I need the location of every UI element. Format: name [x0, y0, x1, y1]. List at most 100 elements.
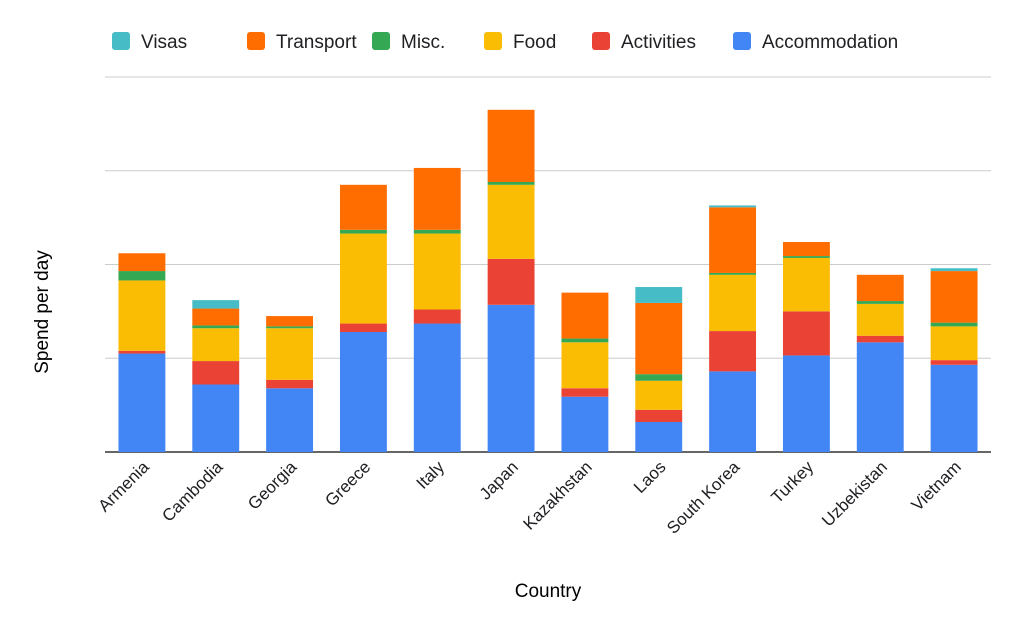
legend-swatch: [484, 32, 502, 50]
legend-label: Transport: [276, 32, 357, 53]
bar-segment-accommodation: [561, 396, 609, 452]
bar-segment-misc: [782, 256, 830, 258]
bar-segment-misc: [118, 271, 166, 281]
bar-segment-transport: [782, 242, 830, 257]
legend-swatch: [592, 32, 610, 50]
x-tick-label: Turkey: [768, 457, 818, 507]
bar-segment-accommodation: [487, 304, 535, 452]
bar-segment-activities: [487, 258, 535, 305]
bar-segment-transport: [930, 271, 978, 323]
bar-segment-transport: [487, 109, 535, 182]
legend-label: Visas: [141, 32, 187, 53]
bar-segment-food: [266, 328, 314, 380]
legend-swatch: [733, 32, 751, 50]
bar-stack-vietnam: [930, 268, 978, 452]
bar-segment-transport: [266, 316, 314, 327]
bar-segment-food: [192, 328, 240, 362]
chart-legend: Visas Transport Misc. Food Activities Accommo…: [112, 32, 898, 53]
bar-stack-kazakhstan: [561, 292, 609, 452]
bar-segment-accommodation: [709, 371, 757, 452]
bar-segment-activities: [635, 409, 683, 422]
bar-segment-activities: [709, 331, 757, 372]
bar-segment-activities: [782, 311, 830, 356]
bar-segment-transport: [856, 274, 904, 302]
bar-segment-visas: [635, 287, 683, 303]
bar-stack-italy: [413, 167, 461, 452]
bar-segment-misc: [561, 338, 609, 343]
bar-segment-food: [782, 257, 830, 312]
x-tick-label: Kazakhstan: [519, 457, 595, 533]
bar-segment-activities: [339, 323, 387, 332]
x-tick-labels: Armenia Cambodia Georgia Greece Italy JapanKa…: [95, 457, 965, 538]
bar-segment-transport: [118, 253, 166, 272]
bar-stack-japan: [487, 109, 535, 452]
bar-segment-transport: [635, 302, 683, 375]
bar-segment-activities: [561, 388, 609, 397]
legend-item-accommodation: Accommodation: [733, 32, 898, 53]
legend-label: Activities: [621, 32, 696, 53]
x-tick-label: Vietnam: [908, 457, 965, 514]
bar-segment-activities: [856, 335, 904, 343]
bar-segment-misc: [487, 182, 535, 185]
bar-segment-food: [856, 303, 904, 336]
bar-segment-misc: [339, 229, 387, 234]
x-tick-label: Cambodia: [158, 457, 227, 526]
bar-segment-misc: [709, 272, 757, 275]
bar-stack-armenia: [118, 253, 166, 452]
bar-segment-accommodation: [413, 323, 461, 452]
x-tick-label: Italy: [413, 457, 449, 493]
bar-segment-misc: [266, 326, 314, 329]
legend-label: Misc.: [401, 32, 445, 53]
legend-swatch: [247, 32, 265, 50]
y-axis-title: Spend per day: [32, 250, 53, 374]
legend-swatch: [372, 32, 390, 50]
bar-segment-visas: [709, 205, 757, 208]
legend-item-visas: Visas: [112, 32, 187, 53]
bar-segment-accommodation: [118, 353, 166, 452]
bar-segment-food: [709, 274, 757, 332]
bar-segment-transport: [709, 207, 757, 273]
legend-item-transport: Transport: [247, 32, 357, 53]
bar-segment-transport: [561, 292, 609, 339]
x-tick-label: Georgia: [244, 457, 301, 514]
bar-segment-transport: [339, 184, 387, 230]
bar-segment-food: [635, 380, 683, 410]
bar-segment-accommodation: [856, 342, 904, 452]
x-axis-title: Country: [515, 581, 582, 602]
bar-segment-activities: [413, 309, 461, 324]
bar-segment-activities: [930, 360, 978, 365]
x-tick-label: Greece: [321, 457, 374, 510]
legend-swatch: [112, 32, 130, 50]
bar-segment-activities: [192, 361, 240, 385]
gridlines: [105, 76, 991, 453]
bar-stack-greece: [339, 184, 387, 452]
bar-stack-uzbekistan: [856, 274, 904, 452]
x-tick-label: Japan: [476, 457, 522, 503]
bar-segment-food: [413, 233, 461, 310]
bar-segment-misc: [856, 301, 904, 304]
bar-segment-food: [339, 233, 387, 324]
bar-segment-activities: [266, 379, 314, 389]
legend-label: Food: [513, 32, 556, 53]
bar-stack-south-korea: [709, 205, 757, 452]
bar-segment-visas: [192, 300, 240, 309]
x-tick-label: South Korea: [663, 457, 744, 538]
bars-group: [118, 109, 978, 452]
bar-segment-misc: [192, 325, 240, 329]
legend-label: Accommodation: [762, 32, 898, 53]
legend-item-activities: Activities: [592, 32, 696, 53]
bar-segment-activities: [118, 350, 166, 354]
bar-segment-accommodation: [782, 355, 830, 452]
bar-segment-food: [118, 280, 166, 351]
bar-stack-georgia: [266, 316, 314, 452]
legend-item-food: Food: [484, 32, 556, 53]
bar-stack-turkey: [782, 242, 830, 452]
bar-segment-accommodation: [192, 384, 240, 452]
bar-segment-misc: [930, 322, 978, 327]
bar-segment-misc: [413, 229, 461, 234]
bar-segment-food: [561, 342, 609, 389]
bar-segment-transport: [413, 167, 461, 230]
bar-stack-cambodia: [192, 300, 240, 452]
bar-segment-misc: [635, 374, 683, 381]
